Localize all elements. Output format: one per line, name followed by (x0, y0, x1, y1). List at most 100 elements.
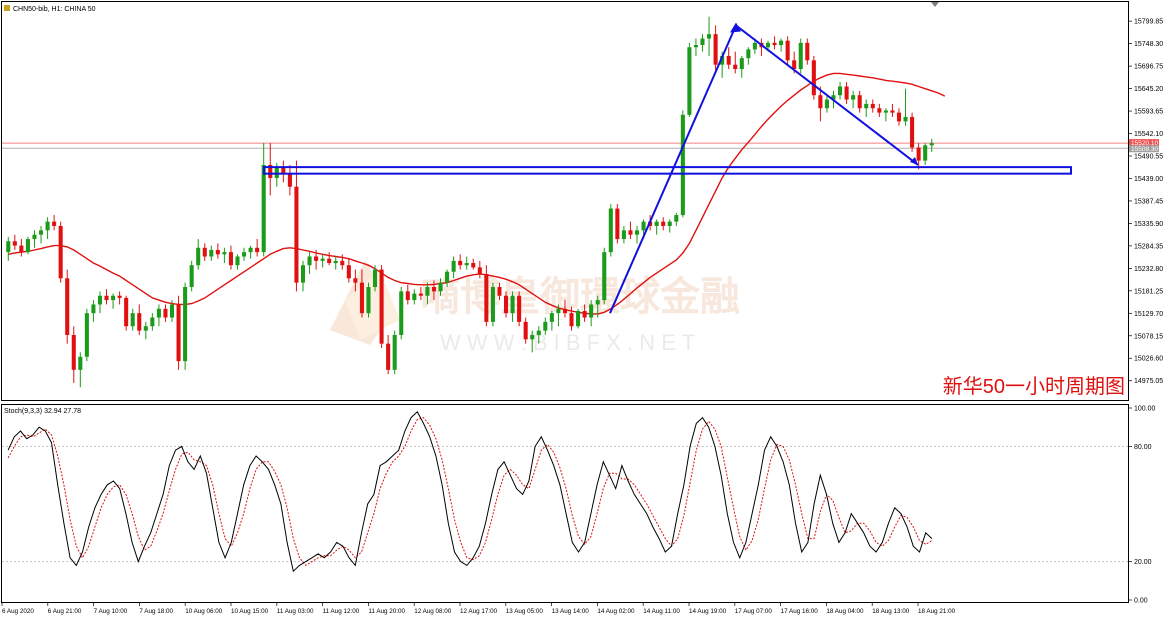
candle (300, 260, 306, 292)
candle (569, 306, 574, 331)
price-tick-label: 15748.30 (1134, 41, 1163, 48)
candle (687, 42, 692, 117)
price-tick-label: 15026.60 (1134, 356, 1163, 363)
candle (438, 278, 443, 296)
stoch-axis: 100.00 80.00 20.00 0.00 (1128, 406, 1156, 605)
candle (890, 103, 895, 117)
price-tick-label: 15078.15 (1134, 333, 1163, 340)
candle (6, 236, 11, 261)
time-tick-label: 14 Aug 02:00 (597, 608, 635, 615)
price-tick-label: 15490.55 (1134, 153, 1163, 160)
candle (373, 265, 378, 292)
candle (628, 221, 633, 240)
candle (798, 38, 803, 74)
support-box[interactable] (263, 166, 1072, 175)
candle (818, 86, 823, 122)
candle (386, 334, 391, 375)
candle (130, 308, 135, 331)
stoch-main-line (7, 410, 933, 573)
time-tick-label: 17 Aug 07:00 (735, 608, 773, 615)
candle (595, 295, 600, 318)
price-lines (2, 142, 1128, 149)
candle (779, 38, 784, 52)
candle (97, 291, 102, 314)
price-tick-label: 15232.80 (1134, 266, 1163, 273)
time-tick-label: 14 Aug 19:00 (689, 608, 727, 615)
candle (294, 160, 299, 292)
chart-shift-marker[interactable] (931, 2, 939, 7)
candle (661, 217, 666, 231)
candle (497, 282, 502, 301)
candle (615, 204, 620, 244)
time-tick-label: 10 Aug 06:00 (185, 608, 223, 615)
candle (674, 212, 679, 226)
bid-price-tag (1129, 139, 1159, 147)
candle (19, 239, 24, 257)
candles (6, 16, 934, 388)
moving-average (8, 72, 946, 315)
title-icon (4, 5, 10, 11)
candle (608, 204, 613, 257)
candle (838, 82, 843, 100)
candle (602, 247, 607, 305)
candle (124, 295, 129, 331)
candle (91, 300, 96, 322)
candle (654, 219, 659, 235)
candle (896, 108, 902, 126)
candle (877, 103, 882, 117)
candle (929, 138, 934, 152)
candle (359, 269, 364, 318)
candle (556, 304, 561, 327)
candle (150, 313, 155, 331)
candle (700, 34, 705, 52)
time-tick-label: 18 Aug 21:00 (918, 608, 956, 615)
candle (621, 225, 626, 244)
candle (883, 108, 888, 122)
candle (137, 304, 142, 335)
candle (726, 47, 731, 70)
candle (739, 55, 744, 78)
candle (189, 260, 194, 292)
candle (314, 249, 319, 270)
candle (536, 326, 541, 344)
stoch-tick-label: 20.00 (1134, 559, 1152, 566)
candle (268, 143, 273, 196)
candle (196, 239, 201, 270)
price-tick-label: 15129.70 (1134, 311, 1163, 318)
candle (543, 317, 548, 335)
candle (163, 304, 168, 322)
candle (183, 282, 188, 370)
ask-price-tag (1129, 145, 1159, 153)
time-tick-label: 7 Aug 18:00 (139, 608, 173, 615)
candle (248, 245, 253, 259)
time-tick-label: 11 Aug 20:00 (368, 608, 405, 615)
main-pane (1, 1, 1129, 401)
candle (45, 217, 50, 240)
price-tick-label: 15696.75 (1134, 64, 1163, 71)
chart-annotation: 新华50一小时周期图 (943, 375, 1125, 398)
candle (209, 245, 214, 261)
watermark-en: W W W . B I B F X . N E T (440, 330, 695, 355)
time-tick-label: 17 Aug 16:00 (781, 608, 819, 615)
candle (523, 317, 528, 344)
time-tick-label: 10 Aug 15:00 (231, 608, 269, 615)
time-tick-label: 7 Aug 10:00 (94, 608, 128, 615)
candle (451, 256, 456, 279)
candle (32, 230, 37, 248)
candle (12, 234, 17, 250)
candle (78, 352, 83, 388)
watermark-logo-shape-2 (345, 270, 400, 340)
candle (215, 243, 220, 259)
time-tick-label: 13 Aug 14:00 (552, 608, 590, 615)
candle (202, 243, 207, 261)
stoch-tick-label: 0.00 (1134, 598, 1148, 605)
candle (143, 321, 148, 340)
candle (510, 291, 515, 322)
price-tick-label: 15439.00 (1134, 176, 1163, 183)
candle (242, 247, 247, 261)
price-tick-label: 15542.10 (1134, 131, 1163, 138)
price-tick-label: 15181.25 (1134, 288, 1163, 295)
stoch-tick-label: 100.00 (1134, 406, 1156, 413)
candle (169, 300, 175, 322)
